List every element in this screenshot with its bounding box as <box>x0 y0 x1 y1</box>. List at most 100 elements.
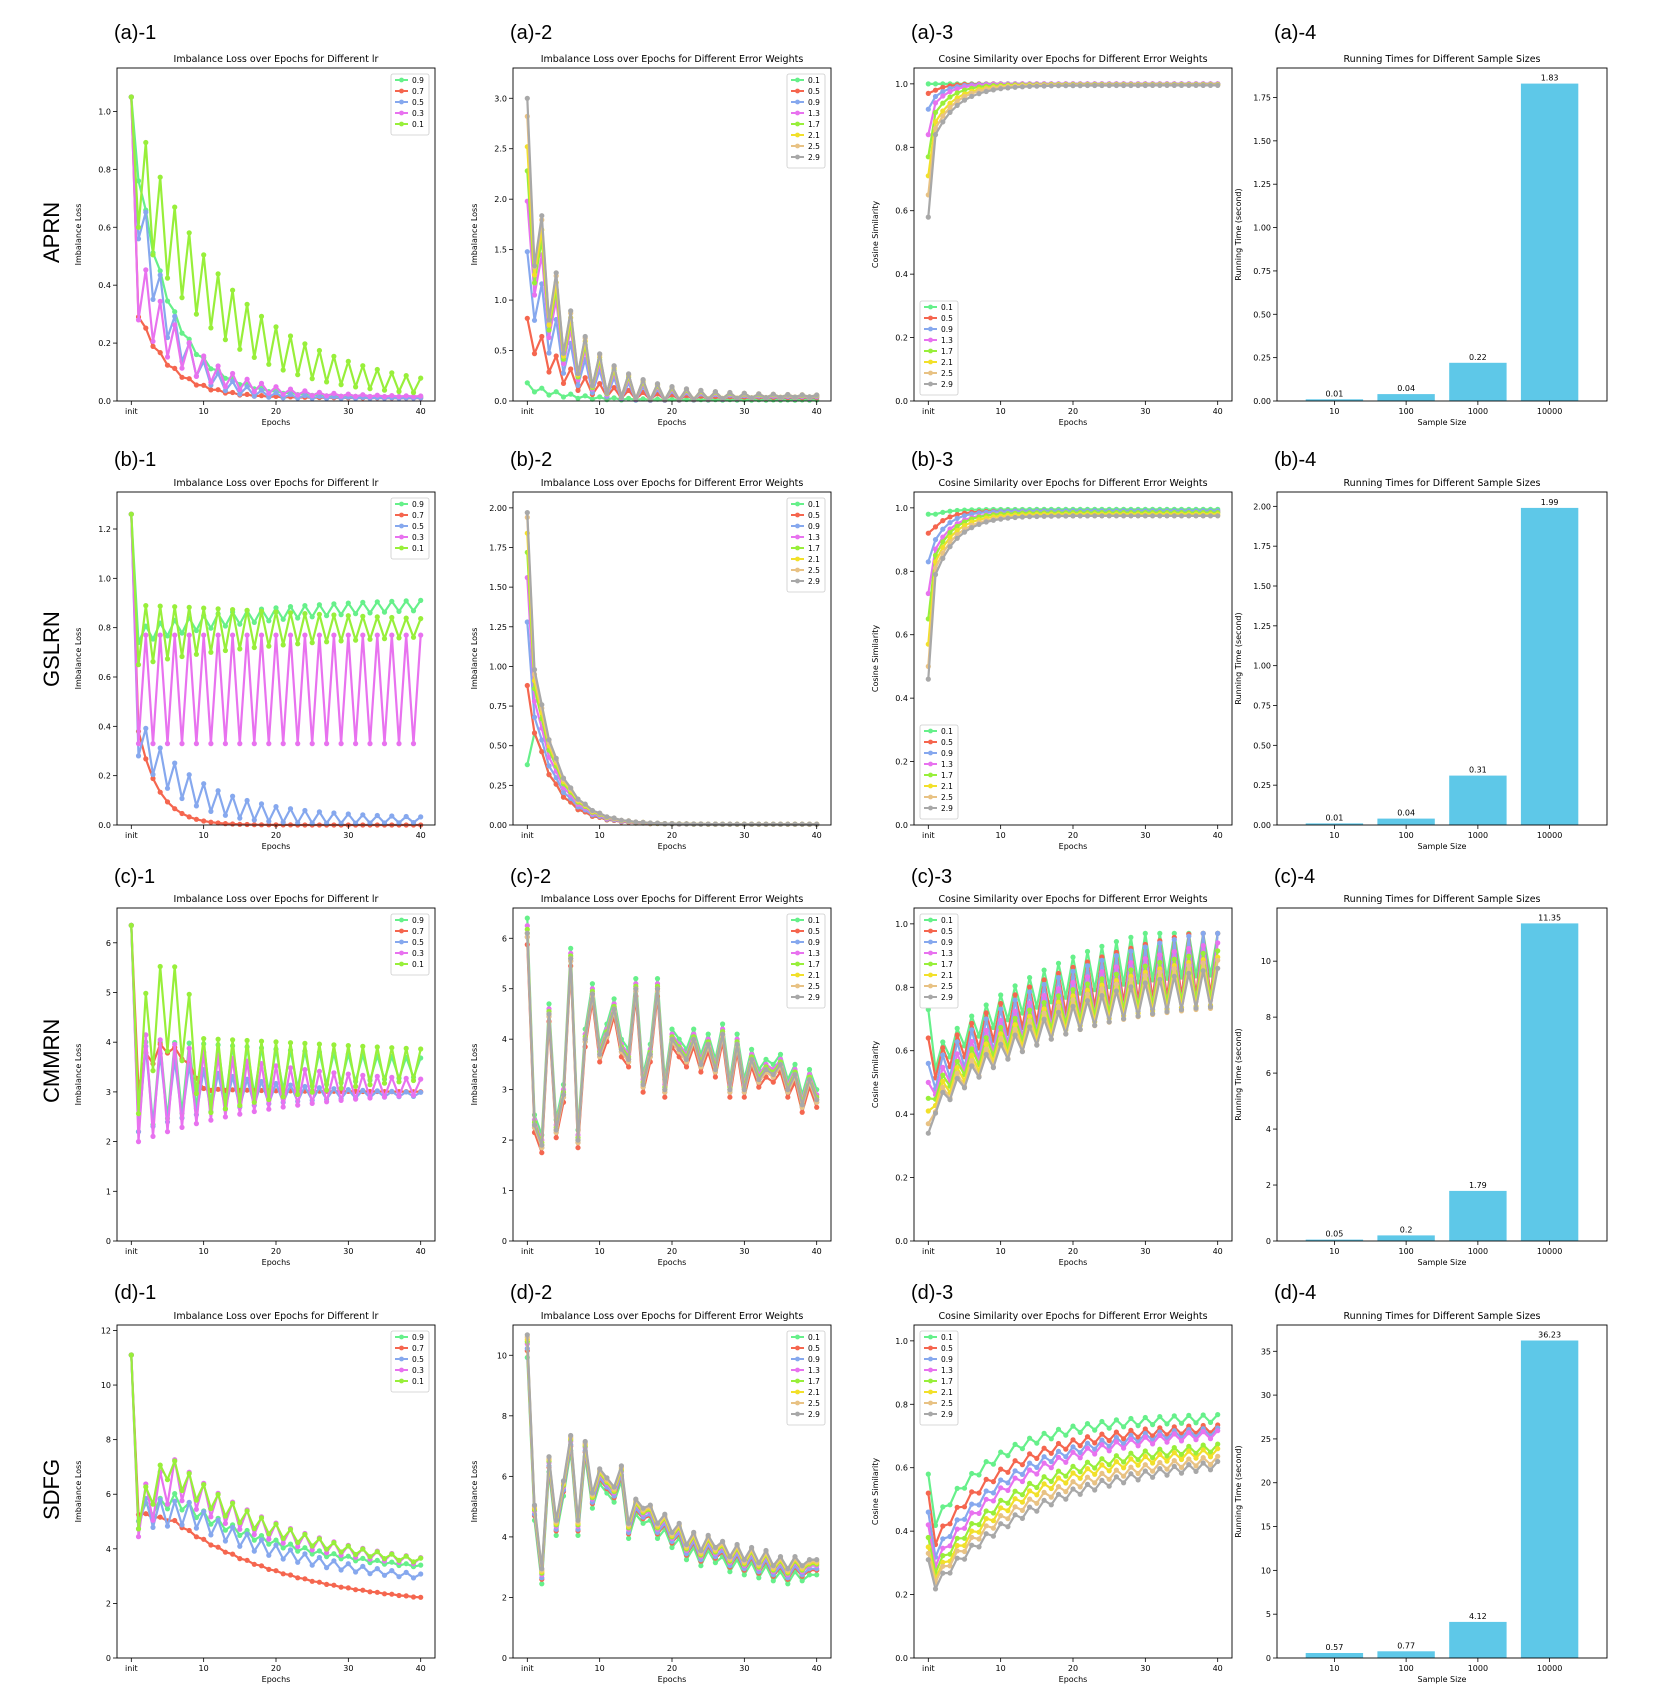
panel-label: (b)-3 <box>911 449 954 471</box>
data-point <box>135 662 142 668</box>
legend-marker <box>928 983 933 989</box>
data-point <box>633 976 639 982</box>
data-point <box>568 945 574 951</box>
data-point <box>244 384 250 390</box>
y-axis-label: Imbalance Loss <box>470 1461 479 1523</box>
data-point <box>546 350 552 356</box>
data-point <box>1157 930 1163 936</box>
data-point <box>143 990 149 996</box>
legend-marker <box>795 1356 800 1362</box>
data-point <box>683 1056 690 1062</box>
data-point <box>940 1536 946 1542</box>
data-point <box>633 986 639 992</box>
data-point <box>1027 1460 1033 1466</box>
data-point <box>932 93 939 100</box>
data-point <box>925 1108 931 1114</box>
legend-marker <box>399 99 404 105</box>
data-point <box>961 522 968 529</box>
x-tick-label: 30 <box>739 831 749 840</box>
data-point <box>1171 1450 1177 1456</box>
plot-frame <box>116 491 436 826</box>
data-point <box>324 1087 330 1093</box>
data-point <box>954 1535 960 1541</box>
data-point <box>705 1031 711 1037</box>
data-point <box>367 610 373 616</box>
data-point <box>208 1109 214 1116</box>
data-point <box>186 772 192 778</box>
data-point <box>367 1095 373 1101</box>
data-point <box>1063 1446 1069 1452</box>
x-tick-label: init <box>125 1664 138 1673</box>
data-point <box>1084 1434 1091 1440</box>
data-point <box>814 1572 820 1578</box>
data-point <box>1178 513 1185 519</box>
bar-value-label: 0.22 <box>1469 353 1487 362</box>
legend-label: 2.1 <box>808 1388 820 1397</box>
y-tick-label: 0.2 <box>98 339 111 348</box>
data-point <box>633 1496 639 1502</box>
legend-label: 0.9 <box>808 522 820 531</box>
data-point <box>961 513 968 519</box>
data-point <box>230 1087 236 1093</box>
data-point <box>295 372 301 378</box>
data-point <box>983 1496 989 1502</box>
data-point <box>179 295 185 301</box>
data-point <box>1142 944 1148 950</box>
legend-label: 0.1 <box>412 1377 424 1386</box>
y-axis-label: Imbalance Loss <box>470 204 479 266</box>
legend-marker <box>795 545 800 551</box>
y-tick-label: 0.50 <box>489 742 507 751</box>
data-point <box>932 119 939 125</box>
data-point <box>1164 1472 1170 1478</box>
data-point <box>662 1087 668 1093</box>
y-axis-label: Imbalance Loss <box>470 1044 479 1106</box>
x-tick-label: init <box>125 407 138 416</box>
data-point <box>1215 1412 1221 1418</box>
data-point <box>266 818 272 824</box>
data-point <box>157 1497 163 1503</box>
x-tick-label: 40 <box>812 1247 822 1256</box>
data-point <box>360 363 366 369</box>
data-point <box>814 821 820 827</box>
data-point <box>954 1051 960 1057</box>
series-line-2.9 <box>927 84 1218 218</box>
data-point <box>1070 964 1076 970</box>
data-point <box>287 391 294 397</box>
data-point <box>531 698 538 704</box>
data-point <box>338 382 344 388</box>
data-point <box>353 393 359 399</box>
data-point <box>546 317 552 323</box>
data-point <box>669 1544 675 1551</box>
y-tick-label: 1.0 <box>895 80 908 89</box>
data-point <box>345 358 351 364</box>
legend-marker <box>928 1389 933 1395</box>
data-point <box>1070 1479 1076 1485</box>
data-point <box>1099 1470 1105 1476</box>
y-tick-label: 8 <box>502 1412 507 1421</box>
x-tick-label: 40 <box>812 831 822 840</box>
data-point <box>150 1501 156 1507</box>
data-point <box>1142 1426 1148 1432</box>
data-point <box>814 1097 820 1103</box>
data-point <box>1048 1494 1054 1500</box>
data-point <box>208 649 214 655</box>
y-tick-label: 1.75 <box>1253 542 1271 551</box>
data-point <box>331 1540 337 1546</box>
series-line-1.7 <box>526 170 817 401</box>
data-point <box>1113 964 1119 970</box>
legend-marker <box>399 961 404 967</box>
data-point <box>626 387 632 393</box>
y-tick-label: 0.2 <box>895 334 908 343</box>
data-point <box>360 1587 366 1593</box>
data-point <box>331 612 337 618</box>
plot-frame <box>1276 67 1608 402</box>
data-point <box>524 1332 530 1338</box>
data-point <box>925 1130 931 1136</box>
data-point <box>273 1537 279 1543</box>
data-point <box>338 393 344 399</box>
data-point <box>932 571 939 578</box>
legend-marker <box>928 761 933 767</box>
data-point <box>215 1491 221 1498</box>
data-point <box>720 396 726 402</box>
y-tick-label: 1.25 <box>1253 180 1271 189</box>
